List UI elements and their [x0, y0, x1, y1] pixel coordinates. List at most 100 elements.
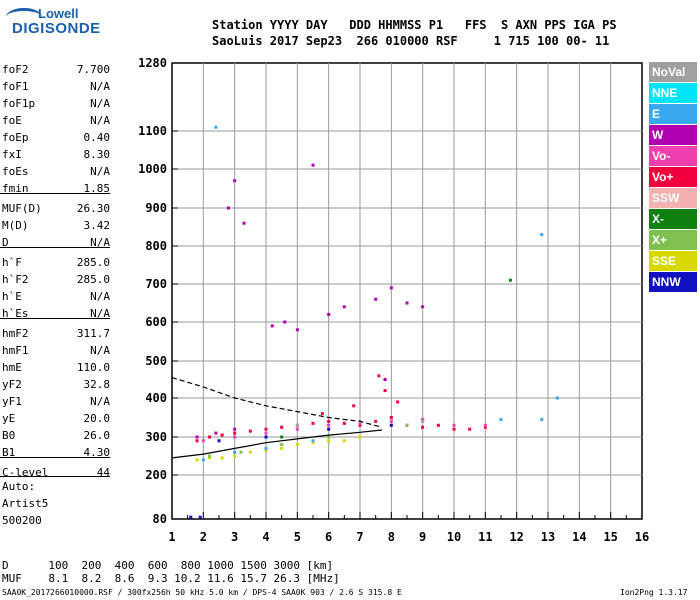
y-tick-label: 600: [145, 315, 167, 329]
param-value: 285.0: [76, 256, 110, 269]
data-point: [208, 435, 212, 439]
panel-separator: [0, 247, 110, 248]
param-row: yE 20.0: [2, 411, 110, 428]
legend-item: X-: [649, 209, 697, 229]
param-value: 311.7: [76, 327, 110, 340]
param-name: foEp: [2, 131, 29, 144]
param-row: h`F 285.0: [2, 255, 110, 272]
param-name: hmE: [2, 361, 22, 374]
x-tick-label: 5: [294, 530, 301, 544]
data-point: [208, 456, 212, 460]
data-point: [327, 427, 331, 431]
data-point: [189, 515, 193, 519]
data-point: [311, 441, 315, 445]
y-tick-label: 1000: [138, 162, 167, 176]
data-point: [242, 221, 246, 225]
data-point: [311, 439, 315, 443]
data-point: [214, 431, 218, 435]
data-point: [239, 450, 243, 454]
data-point: [342, 439, 346, 443]
data-point: [264, 448, 268, 452]
data-point: [358, 423, 362, 427]
data-point: [540, 233, 544, 237]
y-tick-label: 200: [145, 468, 167, 482]
data-point: [295, 423, 299, 427]
panel-separator: [0, 193, 110, 194]
y-tick-label: 80: [153, 512, 167, 526]
param-name: D: [2, 236, 9, 249]
artist-version: 500200: [2, 514, 42, 527]
data-point: [327, 435, 331, 439]
x-tick-label: 14: [572, 530, 586, 544]
param-name: h`Es: [2, 307, 29, 320]
data-point: [270, 324, 274, 328]
data-point: [499, 417, 503, 421]
data-point: [233, 435, 237, 439]
data-point: [421, 305, 425, 309]
param-name: yF2: [2, 378, 22, 391]
data-point: [295, 427, 299, 431]
param-row: h`F2 285.0: [2, 272, 110, 289]
param-value: 285.0: [76, 273, 110, 286]
y-tick-label: 900: [145, 201, 167, 215]
data-point: [208, 454, 212, 458]
footer-version: Ion2Png 1.3.17: [620, 588, 688, 597]
param-row: fmin 1.85: [2, 181, 110, 198]
param-name: hmF1: [2, 344, 29, 357]
y-tick-label: 1280: [138, 56, 167, 70]
x-tick-label: 12: [509, 530, 523, 544]
data-point: [405, 301, 409, 305]
y-tick-label: 300: [145, 430, 167, 444]
data-point: [327, 419, 331, 423]
muf-row: MUF 8.1 8.2 8.6 9.3 10.2 11.6 15.7 26.3 …: [2, 572, 340, 585]
param-row: B1 4.30: [2, 445, 110, 462]
x-tick-label: 16: [635, 530, 649, 544]
data-point: [483, 425, 487, 429]
legend-item: NoVal: [649, 62, 697, 82]
legend-item: SSW: [649, 188, 697, 208]
param-name: fmin: [2, 182, 29, 195]
x-tick-label: 8: [388, 530, 395, 544]
data-point: [214, 125, 218, 129]
param-row: MUF(D) 26.30: [2, 201, 110, 218]
y-tick-label: 1100: [138, 124, 167, 138]
param-value: N/A: [90, 236, 110, 249]
param-value: N/A: [90, 290, 110, 303]
data-point: [280, 425, 284, 429]
x-tick-label: 9: [419, 530, 426, 544]
data-point: [468, 427, 472, 431]
data-point: [264, 446, 268, 450]
param-value: 26.30: [76, 202, 110, 215]
data-point: [220, 433, 224, 437]
data-point: [327, 312, 331, 316]
param-value: N/A: [90, 165, 110, 178]
param-name: B1: [2, 446, 16, 459]
data-point: [342, 421, 346, 425]
param-row: foF2 7.700: [2, 62, 110, 79]
param-row: h`E N/A: [2, 289, 110, 306]
data-point: [327, 423, 331, 427]
logo-digisonde: DIGISONDE: [12, 20, 101, 37]
x-tick-label: 6: [325, 530, 332, 544]
data-point: [320, 412, 324, 416]
data-point: [201, 458, 205, 462]
data-point: [233, 431, 237, 435]
param-row: foEp 0.40: [2, 130, 110, 147]
data-point: [233, 450, 237, 454]
param-name: h`F: [2, 256, 22, 269]
data-point: [311, 421, 315, 425]
data-point: [280, 435, 284, 439]
legend-item: Vo+: [649, 167, 697, 187]
data-point: [248, 450, 252, 454]
param-name: yF1: [2, 395, 22, 408]
param-value: N/A: [90, 114, 110, 127]
param-row: D N/A: [2, 235, 110, 252]
param-value: 32.8: [83, 378, 111, 391]
data-point: [421, 417, 425, 421]
x-tick-label: 10: [447, 530, 461, 544]
param-name: foE: [2, 114, 22, 127]
y-tick-label: 800: [145, 239, 167, 253]
x-tick-label: 15: [603, 530, 617, 544]
logo-lowell: Lowell: [38, 6, 79, 21]
